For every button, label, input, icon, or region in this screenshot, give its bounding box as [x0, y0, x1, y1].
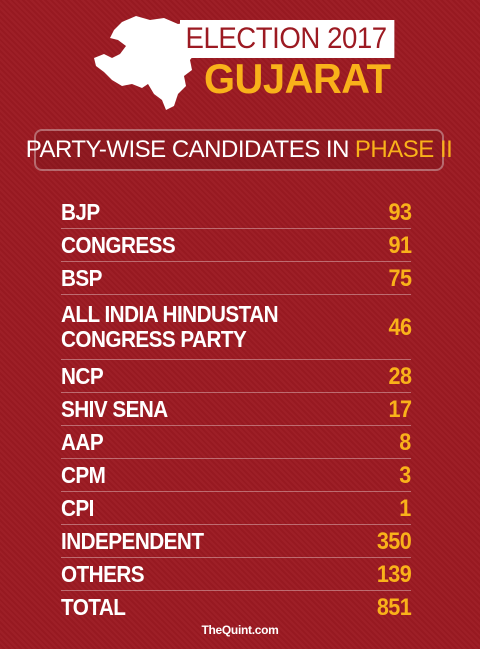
source-credit: TheQuint.com [201, 623, 279, 637]
candidate-count: 46 [388, 313, 411, 341]
party-name: TOTAL [61, 594, 126, 620]
party-name: CONGRESS [61, 231, 176, 258]
party-name: ALL INDIA HINDUSTAN CONGRESS PARTY [61, 301, 279, 352]
candidate-count: 1 [399, 494, 412, 522]
gujarat-map-icon [94, 16, 198, 110]
candidate-count: 350 [376, 527, 412, 555]
party-name: CPM [61, 461, 106, 488]
table-row: BSP 75 [61, 262, 412, 295]
table-row: CONGRESS 91 [61, 229, 412, 262]
candidate-count: 75 [388, 264, 411, 292]
title-election-2017: ELECTION 2017 [180, 20, 395, 58]
title-gujarat: GUJARAT [204, 55, 391, 102]
party-name: BJP [61, 198, 100, 225]
party-name: SHIV SENA [61, 395, 168, 422]
subtitle-box: PARTY-WISE CANDIDATES IN PHASE II [26, 129, 453, 171]
table-row: ALL INDIA HINDUSTAN CONGRESS PARTY 46 [61, 295, 412, 360]
table-row: CPM 3 [61, 459, 412, 492]
table-row: CPI 1 [61, 492, 412, 525]
candidate-count: 851 [376, 594, 412, 621]
party-name: AAP [61, 428, 104, 455]
table-row: INDEPENDENT 350 [61, 525, 412, 558]
subtitle-text: PARTY-WISE CANDIDATES IN [25, 136, 350, 163]
party-name: BSP [61, 264, 102, 291]
subtitle-highlight: PHASE II [354, 136, 453, 163]
party-name: CPI [61, 494, 94, 521]
candidates-table: BJP 93 CONGRESS 91 BSP 75 ALL INDIA HINDUSTAN … [61, 196, 412, 624]
table-row: SHIV SENA 17 [61, 393, 412, 426]
table-row: NCP 28 [61, 360, 412, 393]
table-row: BJP 93 [61, 196, 412, 229]
party-name: OTHERS [61, 560, 145, 587]
table-row: AAP 8 [61, 426, 412, 459]
party-name: NCP [61, 362, 104, 389]
candidate-count: 28 [388, 362, 411, 390]
candidate-count: 93 [388, 198, 411, 226]
candidate-count: 17 [388, 395, 411, 423]
party-name: INDEPENDENT [61, 527, 204, 554]
candidate-count: 139 [376, 560, 412, 588]
candidate-count: 91 [388, 231, 411, 259]
candidate-count: 3 [399, 461, 412, 489]
candidate-count: 8 [399, 428, 412, 456]
table-row: TOTAL 851 [61, 591, 412, 624]
table-row: OTHERS 139 [61, 558, 412, 591]
